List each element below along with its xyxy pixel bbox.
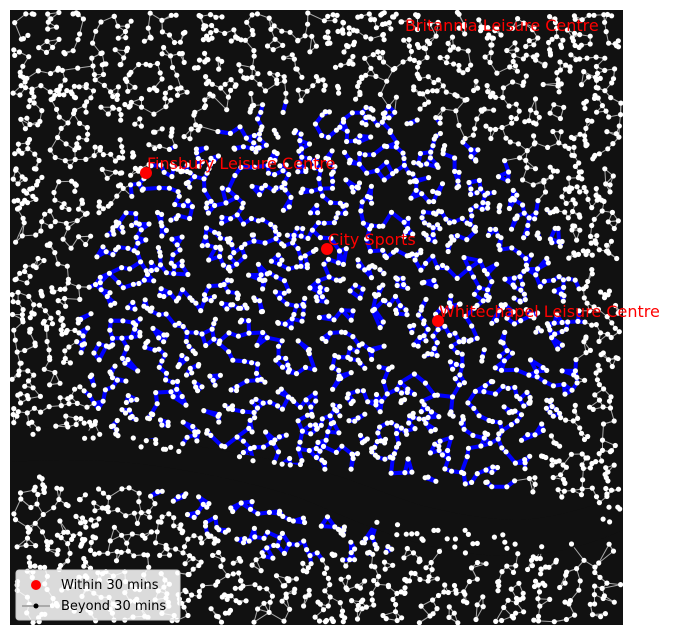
city-sports-label: City Sports: [328, 230, 416, 249]
legend-beyond-label: Beyond 30 mins: [61, 599, 166, 614]
river-thames: [10, 427, 623, 556]
finsbury-label: Finsbury Leisure Centre: [147, 154, 335, 173]
legend-within-marker: [31, 580, 41, 590]
city-sports-marker: [321, 243, 333, 255]
legend-box: [15, 569, 181, 621]
finsbury-marker: [140, 167, 152, 179]
whitechapel-marker: [432, 315, 444, 327]
street-nodes: [9, 9, 624, 626]
whitechapel-label: Whitechapel Leisure Centre: [439, 302, 660, 321]
legend-beyond-marker: [33, 603, 39, 609]
legend-within-label: Within 30 mins: [61, 578, 159, 593]
britannia-label: Britannia Leisure Centre: [405, 16, 599, 35]
legend: Within 30 mins Beyond 30 mins: [15, 569, 181, 621]
